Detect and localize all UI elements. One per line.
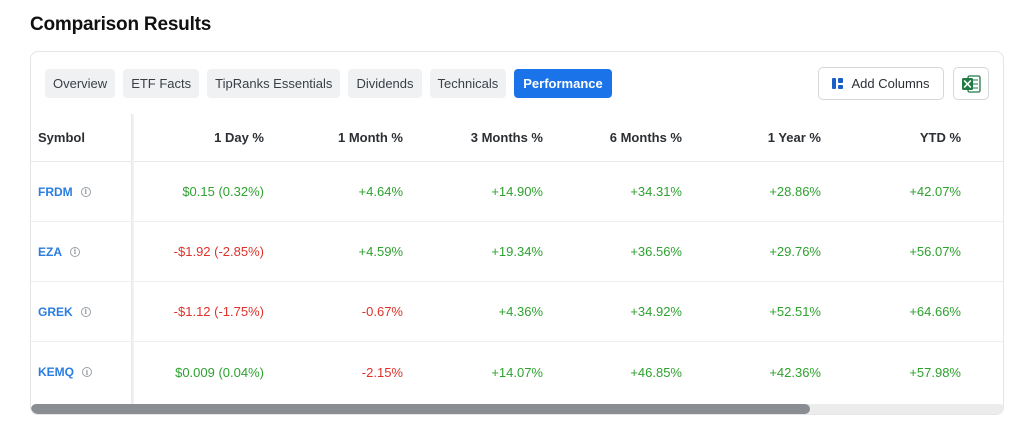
tab-tipranks-essentials[interactable]: TipRanks Essentials: [207, 69, 341, 98]
performance-table: Symbol 1 Day % 1 Month % 3 Months % 6 Mo…: [31, 114, 1003, 404]
info-icon[interactable]: i: [70, 246, 80, 257]
six-month-change-cell: +34.31%: [630, 184, 682, 199]
six-month-change-cell: +36.56%: [630, 244, 682, 259]
tab-technicals[interactable]: Technicals: [429, 69, 507, 98]
comparison-card: Overview ETF Facts TipRanks Essentials D…: [30, 51, 1004, 415]
header-6-months[interactable]: 6 Months %: [609, 130, 682, 145]
six-month-change-cell: +46.85%: [630, 364, 682, 380]
table-row: FRDM i $0.15 (0.32%) +4.64% +14.90% +34.…: [31, 162, 1003, 222]
day-change-cell: -$1.92 (-2.85%): [173, 244, 264, 259]
symbol-link[interactable]: GREK: [38, 304, 73, 319]
tab-bar: Overview ETF Facts TipRanks Essentials D…: [45, 69, 612, 98]
symbol-cell: GREK i: [31, 282, 133, 341]
table-row: KEMQ i $0.009 (0.04%) -2.15% +14.07% +46…: [31, 342, 1003, 402]
table-header-row: Symbol 1 Day % 1 Month % 3 Months % 6 Mo…: [31, 114, 1003, 162]
horizontal-scrollbar[interactable]: [31, 404, 1003, 414]
add-columns-button[interactable]: Add Columns: [818, 67, 944, 100]
table-row: GREK i -$1.12 (-1.75%) -0.67% +4.36% +34…: [31, 282, 1003, 342]
symbol-cell: FRDM i: [31, 162, 133, 221]
columns-icon: [832, 78, 844, 89]
header-1-month[interactable]: 1 Month %: [338, 130, 403, 145]
three-month-change-cell: +19.34%: [491, 244, 543, 259]
month-change-cell: +4.59%: [358, 244, 403, 259]
year-change-cell: +42.36%: [769, 364, 821, 380]
header-1-year[interactable]: 1 Year %: [767, 130, 821, 145]
header-1-day[interactable]: 1 Day %: [214, 130, 264, 145]
info-icon[interactable]: i: [80, 186, 91, 197]
month-change-cell: -2.15%: [361, 364, 403, 380]
ytd-change-cell: +56.07%: [909, 244, 961, 259]
day-change-cell: -$1.12 (-1.75%): [173, 304, 264, 319]
ytd-change-cell: +42.07%: [909, 184, 961, 199]
symbol-link[interactable]: EZA: [38, 244, 62, 259]
sticky-column-divider: [131, 114, 134, 404]
three-month-change-cell: +4.36%: [498, 304, 543, 319]
add-columns-label: Add Columns: [851, 76, 930, 91]
tab-dividends[interactable]: Dividends: [348, 69, 422, 98]
day-change-cell: $0.15 (0.32%): [182, 184, 264, 199]
six-month-change-cell: +34.92%: [630, 304, 682, 319]
table-row: EZA i -$1.92 (-2.85%) +4.59% +19.34% +36…: [31, 222, 1003, 282]
ytd-change-cell: +57.98%: [909, 364, 961, 380]
symbol-cell: KEMQ i: [31, 342, 133, 402]
info-icon[interactable]: i: [80, 306, 91, 317]
month-change-cell: -0.67%: [361, 304, 403, 319]
three-month-change-cell: +14.90%: [491, 184, 543, 199]
year-change-cell: +52.51%: [769, 304, 821, 319]
symbol-cell: EZA i: [31, 222, 133, 281]
ytd-change-cell: +64.66%: [909, 304, 961, 319]
header-symbol[interactable]: Symbol: [38, 130, 85, 145]
year-change-cell: +29.76%: [769, 244, 821, 259]
symbol-link[interactable]: KEMQ: [38, 365, 74, 379]
scrollbar-thumb[interactable]: [31, 404, 810, 414]
export-excel-button[interactable]: [953, 67, 989, 100]
tab-etf-facts[interactable]: ETF Facts: [123, 69, 200, 98]
excel-icon: [962, 74, 981, 93]
month-change-cell: +4.64%: [358, 184, 403, 199]
three-month-change-cell: +14.07%: [491, 364, 543, 380]
toolbar: Overview ETF Facts TipRanks Essentials D…: [31, 52, 1003, 114]
year-change-cell: +28.86%: [769, 184, 821, 199]
tab-performance[interactable]: Performance: [514, 69, 612, 98]
tab-overview[interactable]: Overview: [45, 69, 116, 98]
day-change-cell: $0.009 (0.04%): [175, 364, 264, 380]
symbol-link[interactable]: FRDM: [38, 184, 73, 199]
header-ytd[interactable]: YTD %: [919, 130, 961, 145]
page-title: Comparison Results: [30, 14, 212, 35]
info-icon[interactable]: i: [82, 367, 92, 377]
header-3-months[interactable]: 3 Months %: [470, 130, 543, 145]
